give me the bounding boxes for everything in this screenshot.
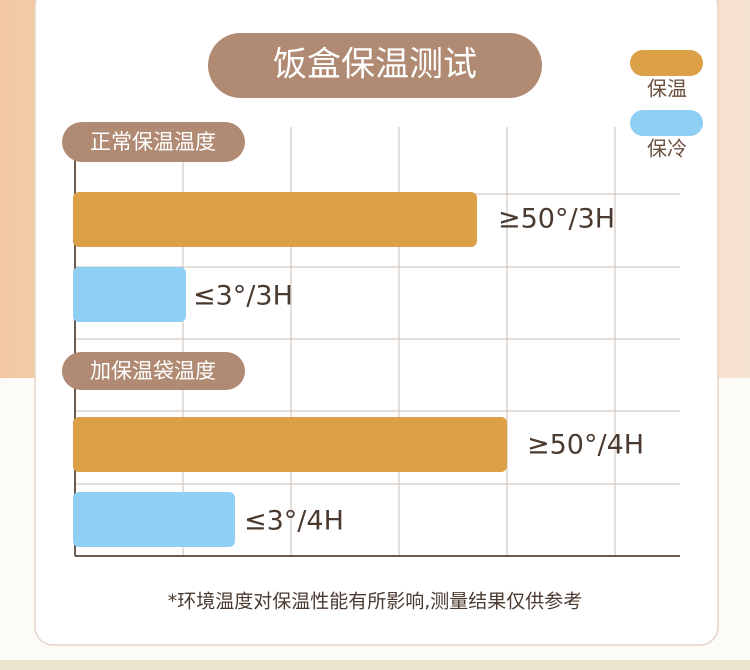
bar-label: ≤3°/4H bbox=[244, 506, 344, 537]
group-label: 加保温袋温度 bbox=[90, 359, 216, 383]
bar bbox=[73, 492, 235, 547]
title: 饭盒保温测试 bbox=[273, 45, 477, 85]
bar bbox=[73, 192, 477, 247]
group-label: 正常保温温度 bbox=[90, 130, 216, 154]
legend-swatch bbox=[630, 50, 703, 76]
legend-swatch bbox=[630, 110, 703, 136]
bottom-strip bbox=[0, 660, 750, 670]
bar-label: ≤3°/3H bbox=[193, 281, 293, 312]
legend-label: 保冷 bbox=[647, 137, 687, 161]
legend-label: 保温 bbox=[647, 77, 687, 101]
group-pill bbox=[62, 352, 245, 390]
footnote: *环境温度对保温性能有所影响,测量结果仅供参考 bbox=[168, 591, 583, 613]
bar-label: ≥50°/3H bbox=[498, 204, 615, 235]
title-pill bbox=[208, 33, 542, 98]
bar-label: ≥50°/4H bbox=[527, 430, 644, 461]
bar bbox=[73, 267, 186, 322]
group-pill bbox=[62, 122, 245, 162]
bar bbox=[73, 417, 507, 472]
